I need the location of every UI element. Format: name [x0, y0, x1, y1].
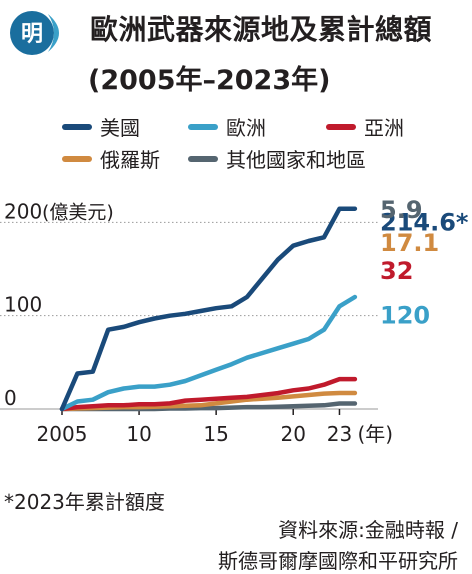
series-line: [59, 376, 358, 412]
series-line: [59, 294, 358, 412]
legend-swatch: [188, 123, 218, 130]
chart-title: 歐洲武器來源地及累計總額: [90, 13, 433, 46]
source-line-1: 資料來源:金融時報 /: [278, 518, 458, 542]
legend-swatch: [62, 155, 92, 162]
x-unit-label: (年): [357, 422, 393, 446]
legend-swatch: [62, 123, 92, 130]
y-unit-label: (億美元): [42, 201, 114, 223]
source-line-2: 斯德哥爾摩國際和平研究所: [218, 549, 458, 573]
x-tick-label: 20: [280, 422, 305, 446]
series-line: [59, 206, 358, 412]
logo-swoosh: [48, 14, 59, 52]
chart-labels: 0 100 200 (億美元) 2005 10 15 20 23 (年) 214.6* 120 3217…: [4, 196, 469, 446]
brand-logo: 明: [10, 11, 59, 55]
legend-item: 歐洲: [188, 112, 266, 141]
legend-label: 歐洲: [226, 116, 266, 140]
legend-item: 其他國家和地區: [188, 144, 366, 173]
series-lines: [59, 206, 358, 412]
x-tick-label: 15: [203, 422, 228, 446]
chart-subtitle: (2005年–2023年): [88, 65, 331, 96]
y-tick-label: 100: [4, 293, 42, 317]
legend-label: 亞洲: [364, 116, 404, 140]
legend-swatch: [326, 123, 356, 130]
x-tick-label: 10: [126, 422, 151, 446]
legend-item: 亞洲: [326, 112, 404, 141]
logo-circle: [10, 11, 54, 55]
legend-item: 美國: [62, 112, 140, 141]
end-value-label: 214.6*: [380, 208, 469, 236]
legend-item: 俄羅斯: [62, 144, 160, 173]
logo-text: 明: [21, 22, 43, 47]
end-value-label: 32: [380, 257, 413, 285]
end-value-label: 17.1: [380, 229, 439, 257]
legend-label: 美國: [100, 116, 140, 140]
legend-swatch: [188, 155, 218, 162]
end-value-label: 5.9: [380, 196, 423, 224]
y-tick-label: 0: [4, 386, 17, 410]
footnote: *2023年累計額度: [4, 490, 165, 514]
end-value-label: 120: [380, 302, 430, 330]
x-tick-label: 2005: [37, 422, 88, 446]
x-tick-label: 23: [327, 422, 352, 446]
y-tick-label: 200: [4, 199, 42, 223]
line-chart: 0 100 200 (億美元) 2005 10 15 20 23 (年) 214.6* 120 3217…: [0, 196, 469, 446]
legend-label: 其他國家和地區: [226, 148, 366, 172]
legend-label: 俄羅斯: [100, 148, 160, 172]
